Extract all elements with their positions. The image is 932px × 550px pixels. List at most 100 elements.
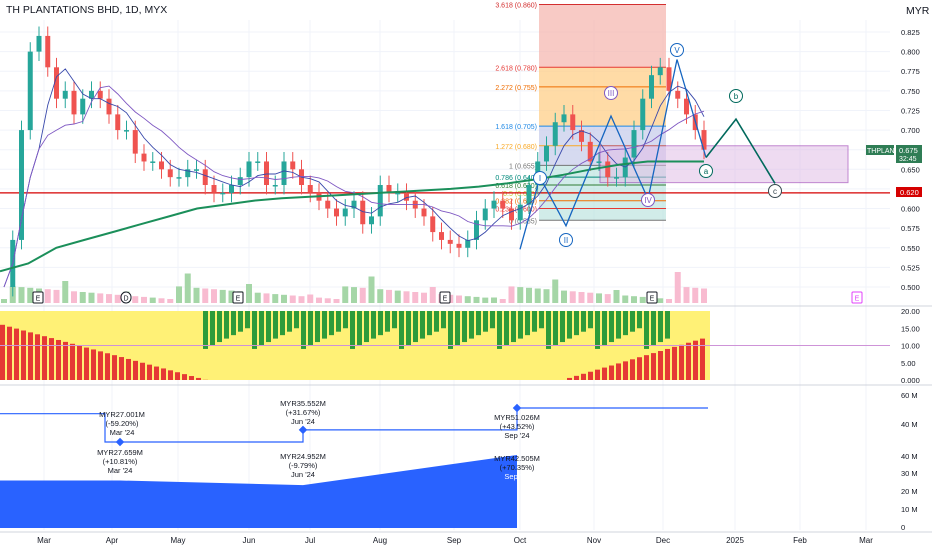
osc-green-bar [420,311,425,339]
volume-bar [622,295,629,303]
osc-green-bar [217,311,222,343]
candle-body [167,169,173,178]
moving-averages [0,68,705,288]
candle-body [386,185,392,193]
osc-red-bar [700,338,705,380]
fund-top-period-2: Jun '24 [291,417,315,426]
volume-bar [263,293,270,303]
price-tick-label: 0.775 [901,67,920,76]
candle-body [159,161,164,170]
price-tick-label: 0.800 [901,48,920,57]
fib-level-label: 2.618 (0.780) [495,65,537,72]
volume-bar [324,298,331,303]
osc-green-bar [609,311,614,343]
candle-body [255,161,261,163]
osc-green-bar [504,311,509,346]
chart-title: TH PLANTATIONS BHD, 1D, MYX [6,4,167,16]
osc-green-bar [385,311,390,332]
osc-green-bar [371,311,376,339]
osc-green-bar [280,311,285,336]
fund-top-tick: 60 M [901,391,918,400]
volume-bar [88,292,95,303]
volume-bar [184,273,191,303]
osc-green-bar [301,311,306,349]
fund-bottom-change-1: (+10.81%) [103,457,138,466]
candle-body [561,114,567,123]
osc-red-bar [588,371,593,380]
candle-body [194,169,199,171]
earnings-point [512,403,522,413]
osc-green-bar [483,311,488,332]
event-marker-label: D [123,296,128,303]
candle-body [421,208,427,217]
event-marker-label: E [650,296,655,303]
wave-label-circle [641,193,655,207]
candle-body [211,185,217,193]
volume-bar [596,293,602,303]
ticker-badge-bg [866,145,894,155]
volume-bar [657,298,664,303]
support-badge-bg [896,187,922,197]
grid [0,20,890,530]
volume-bar [97,293,104,303]
osc-green-bar [616,311,621,339]
price-badge-bg [896,145,922,163]
price-tick-label: 0.575 [901,224,920,233]
candle-body [369,216,374,225]
candle-body [246,161,252,178]
fund-top-change-2: (+31.67%) [286,408,321,417]
wave-label: II [564,236,568,245]
wave-projection [705,117,776,184]
candle-body [89,90,94,99]
candle-body [36,35,42,52]
osc-red-bar [49,338,54,380]
fib-level-label: 0.618 (0.630) [495,183,537,190]
osc-red-bar [693,340,698,380]
candle-body [526,185,532,205]
volume-bar [342,286,349,303]
osc-green-bar [329,311,334,336]
volume-bar [62,281,69,303]
osc-red-bar [14,328,19,380]
osc-red-bar [567,377,572,380]
volume-bar [79,292,86,303]
candle-body [351,200,357,209]
volume-bar [149,297,156,303]
fib-zone-orange [539,67,666,127]
osc-red-bar [651,353,656,380]
fund-top-value-1: MYR27.001M [99,410,145,419]
wave-label: V [674,46,680,55]
osc-green-bar [588,311,593,329]
currency-label[interactable]: MYR [906,5,930,17]
osc-green-bar [210,311,215,346]
candle-body [456,243,462,248]
osc-red-bar [98,351,103,380]
osc-green-bar [497,311,502,349]
time-label: Mar [37,536,51,545]
wave-label-circle [670,43,684,57]
osc-red-bar [35,334,40,380]
candle-body [62,90,68,99]
time-label: Nov [587,536,601,545]
osc-red-bar [140,362,145,380]
volume-bar [569,291,576,303]
osc-red-bar [63,341,68,380]
osc-green-bar [259,311,264,346]
osc-tick-label: 20.00 [901,307,920,316]
time-label: Sep [447,536,462,545]
osc-green-bar [350,311,355,349]
osc-red-bar [196,377,201,380]
wave-label-circle [559,233,573,247]
fund-bottom-value-3: MYR42.505M [494,454,540,463]
osc-red-bar [70,343,75,380]
candle-body [264,161,269,185]
osc-green-bar [231,311,236,336]
candle-body [202,169,208,185]
event-marker [120,291,132,304]
osc-red-bar [602,367,607,380]
fib-level-label: 1.272 (0.680) [495,144,537,151]
oscillator-pane [0,311,890,380]
osc-green-bar [266,311,271,343]
volume-bar [298,296,305,303]
